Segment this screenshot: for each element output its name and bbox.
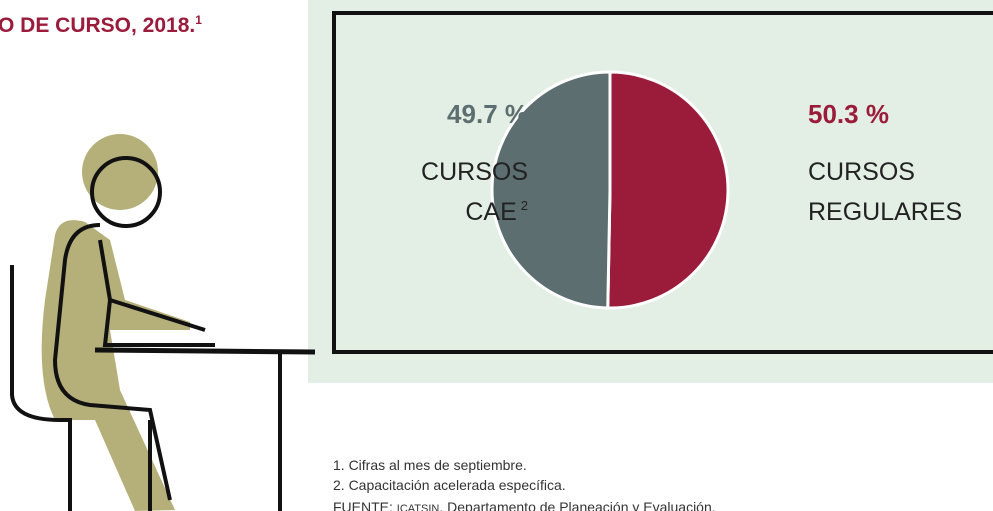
category-line: CURSOS: [421, 158, 528, 186]
footnote: 2. Capacitación acelerada específica.: [333, 477, 566, 493]
category-label: REGULARES: [808, 198, 962, 226]
title-text: O DE CURSO, 2018.: [0, 14, 195, 37]
category-line: CURSOS: [808, 158, 915, 186]
source-text: , Departamento de Planeación y Evaluació…: [439, 499, 715, 511]
source: FUENTE: ICATSIN, Departamento de Planeac…: [333, 499, 716, 511]
title-note: 1: [195, 13, 202, 27]
value-label: 49.7 %: [447, 99, 528, 129]
title: O DE CURSO, 2018.1: [0, 13, 202, 37]
category-line: REGULARES: [808, 198, 962, 226]
category-label: CURSOS: [808, 158, 915, 186]
source-label: FUENTE:: [333, 499, 393, 511]
category-line: CAE: [465, 198, 516, 226]
person-illustration: [10, 134, 316, 511]
source-org: ICATSIN: [397, 503, 440, 511]
category-note: 2: [521, 198, 528, 213]
category-label: CURSOS: [421, 158, 528, 186]
chart-frame: [332, 11, 993, 354]
pie-slice: [606, 70, 730, 310]
pie-slice: [490, 70, 612, 310]
value-label: 50.3 %: [808, 99, 889, 129]
category-label: CAE 2: [465, 198, 528, 226]
footnote: 1. Cifras al mes de septiembre.: [333, 457, 527, 473]
